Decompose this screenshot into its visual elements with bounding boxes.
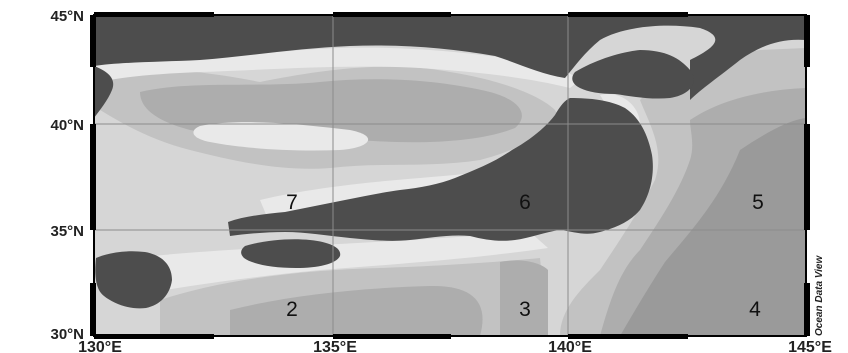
region-label-5: 5 — [752, 191, 764, 214]
philippine-sea-deep — [230, 285, 483, 336]
region-labels: 7 6 5 2 3 4 — [286, 191, 764, 321]
lat-label-45: 45°N — [50, 8, 84, 25]
land-masses — [94, 15, 806, 309]
frame-bar-top-2 — [333, 12, 451, 17]
region-label-2: 2 — [286, 298, 298, 321]
frame-bar-right-3 — [804, 283, 810, 336]
lat-label-30: 30°N — [50, 326, 84, 343]
frame-bar-right-2 — [804, 124, 810, 230]
yamato-rise-shelf — [193, 122, 369, 151]
frame-bar-left-1 — [90, 15, 96, 67]
korea-tip-land — [94, 66, 114, 118]
region-label-3: 3 — [519, 298, 531, 321]
izu-trough — [500, 260, 548, 336]
pacific-deepest-zone — [620, 118, 806, 336]
region-label-4: 4 — [749, 298, 761, 321]
ocean-data-view-watermark: Ocean Data View — [814, 255, 825, 336]
lon-label-135: 135°E — [313, 339, 357, 353]
region-label-6: 6 — [519, 191, 531, 214]
frame-bar-top-1 — [94, 12, 214, 17]
frame-bar-right-1 — [804, 15, 810, 67]
latitude-labels: 45°N 40°N 35°N 30°N — [50, 8, 84, 343]
frame-bar-bottom-1 — [94, 334, 214, 339]
kyushu-land — [95, 251, 172, 309]
hokkaido-land — [572, 50, 694, 99]
lat-label-40: 40°N — [50, 117, 84, 134]
frame-bar-top-3 — [568, 12, 688, 17]
lat-label-35: 35°N — [50, 223, 84, 240]
region-label-7: 7 — [286, 191, 298, 214]
lon-label-130: 130°E — [78, 339, 122, 353]
longitude-labels: 130°E 135°E 140°E 145°E — [78, 339, 832, 353]
frame-bar-left-2 — [90, 124, 96, 230]
south-coast-shelf — [100, 232, 548, 300]
honshu-land — [228, 98, 653, 241]
lon-label-145: 145°E — [788, 339, 832, 353]
map-frame — [90, 12, 810, 339]
shikoku-land — [241, 239, 341, 268]
graticule — [94, 15, 806, 336]
frame-bar-bottom-2 — [333, 334, 451, 339]
frame-bar-left-3 — [90, 283, 96, 336]
lon-label-140: 140°E — [548, 339, 592, 353]
frame-bar-bottom-3 — [568, 334, 688, 339]
asia-mainland-land — [94, 15, 806, 100]
